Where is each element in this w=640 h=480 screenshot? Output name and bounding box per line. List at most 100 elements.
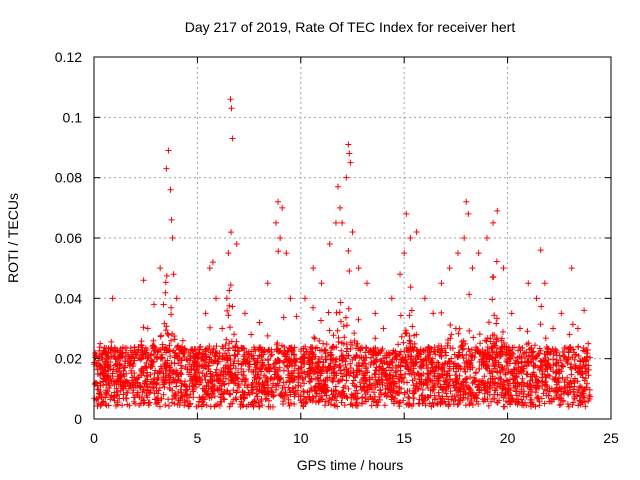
data-point <box>190 388 197 395</box>
data-point <box>521 349 528 356</box>
data-point <box>553 356 560 363</box>
data-point <box>175 360 182 367</box>
data-point <box>515 347 522 354</box>
data-point <box>415 352 422 359</box>
data-point <box>322 364 329 371</box>
data-point <box>537 321 544 328</box>
data-point <box>99 365 106 372</box>
data-point <box>353 340 360 347</box>
data-point <box>341 402 348 409</box>
data-point <box>124 401 131 408</box>
data-point <box>366 386 373 393</box>
data-point <box>105 367 112 374</box>
data-point <box>306 378 313 385</box>
data-point <box>528 373 535 380</box>
data-point <box>376 349 383 356</box>
data-point <box>202 351 209 358</box>
data-point <box>309 354 316 361</box>
data-point <box>150 337 157 344</box>
data-point <box>466 327 473 334</box>
data-point <box>421 295 428 302</box>
data-point <box>452 372 459 379</box>
data-point <box>238 394 245 401</box>
data-point <box>227 282 234 289</box>
data-point <box>518 359 525 366</box>
data-point <box>98 401 105 408</box>
data-point <box>170 378 177 385</box>
data-point <box>157 265 164 272</box>
data-point <box>570 386 577 393</box>
data-point <box>258 364 265 371</box>
data-point <box>468 362 475 369</box>
data-point <box>166 380 173 387</box>
data-point <box>374 402 381 409</box>
data-point <box>376 387 383 394</box>
data-point <box>497 369 504 376</box>
data-point <box>299 375 306 382</box>
data-point <box>171 392 178 399</box>
data-point <box>165 147 172 154</box>
data-point <box>101 345 108 352</box>
data-point <box>500 385 507 392</box>
data-point <box>435 375 442 382</box>
data-point <box>353 371 360 378</box>
data-point <box>303 348 310 355</box>
data-point <box>475 250 482 257</box>
data-point <box>514 354 521 361</box>
data-point <box>541 400 548 407</box>
data-point <box>175 397 182 404</box>
data-point <box>525 361 532 368</box>
data-point <box>466 401 473 408</box>
data-point <box>453 368 460 375</box>
data-point <box>466 291 473 298</box>
data-point <box>435 365 442 372</box>
data-point <box>278 342 285 349</box>
data-point <box>226 403 233 410</box>
data-point <box>403 329 410 336</box>
data-point <box>225 380 232 387</box>
data-point <box>519 375 526 382</box>
data-point <box>413 331 420 338</box>
data-point <box>564 401 571 408</box>
data-point <box>503 358 510 365</box>
data-point <box>293 313 300 320</box>
data-point <box>407 338 414 345</box>
data-point <box>291 401 298 408</box>
data-point <box>333 397 340 404</box>
data-point <box>352 355 359 362</box>
data-point <box>515 370 522 377</box>
data-point <box>156 384 163 391</box>
data-point <box>222 362 229 369</box>
data-point <box>350 373 357 380</box>
data-point <box>421 356 428 363</box>
data-point <box>160 301 167 308</box>
data-point <box>388 387 395 394</box>
data-point <box>208 373 215 380</box>
data-point <box>342 383 349 390</box>
data-point <box>578 384 585 391</box>
data-point <box>543 343 550 350</box>
data-point <box>412 359 419 366</box>
data-point <box>281 394 288 401</box>
data-point <box>148 351 155 358</box>
data-point <box>339 357 346 364</box>
data-point <box>334 327 341 334</box>
data-point <box>104 373 111 380</box>
data-point <box>225 347 232 354</box>
data-point <box>306 365 313 372</box>
data-point <box>129 354 136 361</box>
data-point <box>143 359 150 366</box>
data-point <box>213 373 220 380</box>
data-point <box>355 265 362 272</box>
data-point <box>298 346 305 353</box>
data-point <box>109 295 116 302</box>
data-point <box>407 344 414 351</box>
data-point <box>102 401 109 408</box>
data-point <box>430 310 437 317</box>
data-point <box>166 384 173 391</box>
data-point <box>220 345 227 352</box>
data-point <box>531 342 538 349</box>
data-point <box>226 390 233 397</box>
data-point <box>416 396 423 403</box>
data-point <box>480 351 487 358</box>
